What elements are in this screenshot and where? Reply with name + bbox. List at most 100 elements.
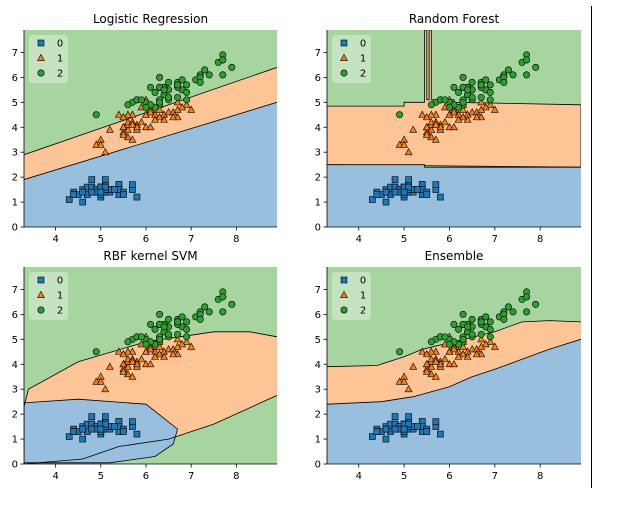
point-class-0 — [437, 193, 444, 201]
legend-marker-class-2 — [37, 69, 45, 77]
point-class-1 — [490, 105, 499, 113]
point-class-1 — [128, 372, 137, 380]
point-class-1 — [459, 350, 467, 358]
point-class-2 — [445, 340, 453, 348]
point-class-1 — [114, 347, 123, 355]
point-class-2 — [468, 93, 476, 101]
point-class-1 — [151, 352, 159, 360]
point-class-0 — [423, 191, 431, 198]
point-class-1 — [409, 362, 418, 370]
point-class-1 — [422, 350, 431, 358]
point-class-0 — [369, 433, 376, 440]
point-class-2 — [477, 81, 485, 89]
x-tick-label: 6 — [143, 234, 149, 245]
point-class-1 — [173, 342, 182, 350]
point-class-2 — [124, 101, 132, 109]
point-class-1 — [477, 335, 486, 343]
point-class-0 — [133, 193, 141, 201]
x-tick-label: 4 — [356, 471, 362, 482]
point-class-2 — [165, 315, 173, 323]
point-class-2 — [523, 308, 531, 316]
point-class-2 — [142, 103, 150, 111]
point-class-2 — [482, 313, 490, 321]
y-tick-label: 2 — [315, 173, 321, 184]
y-tick-label: 1 — [315, 435, 321, 446]
point-class-1 — [422, 360, 431, 368]
point-class-0 — [102, 176, 109, 183]
x-tick-label: 8 — [537, 234, 543, 245]
point-class-1 — [124, 347, 132, 355]
point-class-1 — [441, 118, 449, 126]
point-class-1 — [119, 360, 128, 368]
point-class-1 — [418, 347, 427, 355]
legend-label-1: 1 — [360, 291, 366, 302]
point-class-1 — [400, 377, 409, 385]
legend-marker-class-1 — [340, 290, 348, 298]
x-tick-label: 8 — [233, 234, 239, 245]
point-class-2 — [228, 300, 236, 308]
panel-title: Random Forest — [409, 12, 500, 26]
legend-label-2: 2 — [360, 306, 366, 317]
point-class-0 — [391, 188, 399, 196]
point-class-2 — [445, 103, 453, 111]
legend-marker-class-0 — [37, 39, 45, 47]
boundary-line — [24, 395, 277, 464]
point-class-1 — [486, 337, 495, 345]
point-class-2 — [228, 63, 236, 71]
point-class-1 — [404, 147, 413, 156]
y-tick-label: 3 — [315, 385, 321, 396]
point-class-1 — [450, 108, 458, 116]
point-class-2 — [183, 333, 191, 341]
point-class-2 — [523, 71, 531, 79]
legend-marker-class-1 — [37, 53, 45, 61]
point-class-2 — [441, 96, 449, 104]
point-class-0 — [79, 198, 87, 206]
point-class-1 — [119, 350, 128, 358]
y-tick-label: 3 — [315, 148, 321, 159]
point-class-2 — [450, 83, 458, 91]
point-class-1 — [431, 372, 440, 380]
y-tick-label: 2 — [12, 410, 18, 421]
scatter-points — [369, 288, 540, 443]
panel-1: 4 5 6 7 8 0 1 2 3 4 5 6 7 Logistic Regression 0 1 2 — [12, 12, 277, 245]
point-class-0 — [70, 428, 77, 435]
point-class-0 — [382, 198, 390, 206]
point-class-0 — [102, 413, 109, 420]
point-class-0 — [88, 176, 96, 183]
point-class-2 — [459, 335, 467, 343]
point-class-2 — [174, 330, 182, 338]
point-class-2 — [468, 78, 476, 86]
point-class-2 — [441, 333, 449, 341]
point-class-2 — [464, 323, 472, 331]
point-class-0 — [120, 191, 127, 198]
point-class-1 — [96, 377, 105, 385]
point-class-2 — [165, 78, 173, 86]
legend-marker-class-2 — [340, 69, 348, 77]
point-class-0 — [432, 418, 440, 425]
point-class-0 — [97, 425, 105, 433]
point-class-1 — [146, 360, 155, 368]
point-class-2 — [459, 73, 467, 81]
panel-title: Ensemble — [425, 249, 484, 263]
point-class-0 — [88, 425, 96, 433]
point-class-1 — [422, 130, 431, 138]
point-class-2 — [459, 98, 467, 106]
point-class-2 — [178, 76, 186, 84]
point-class-1 — [178, 103, 187, 111]
point-class-2 — [486, 325, 494, 333]
point-class-1 — [400, 140, 409, 148]
y-tick-label: 5 — [315, 98, 321, 109]
point-class-2 — [482, 76, 490, 84]
point-class-1 — [128, 120, 137, 128]
y-tick-label: 1 — [12, 435, 18, 446]
point-class-2 — [486, 96, 494, 104]
legend-label-1: 1 — [57, 54, 63, 65]
point-class-1 — [454, 115, 463, 123]
point-class-2 — [532, 63, 540, 71]
point-class-0 — [405, 176, 412, 183]
boundary-line — [327, 320, 581, 368]
point-class-0 — [369, 196, 376, 203]
point-class-1 — [169, 113, 177, 121]
point-class-2 — [183, 96, 191, 104]
